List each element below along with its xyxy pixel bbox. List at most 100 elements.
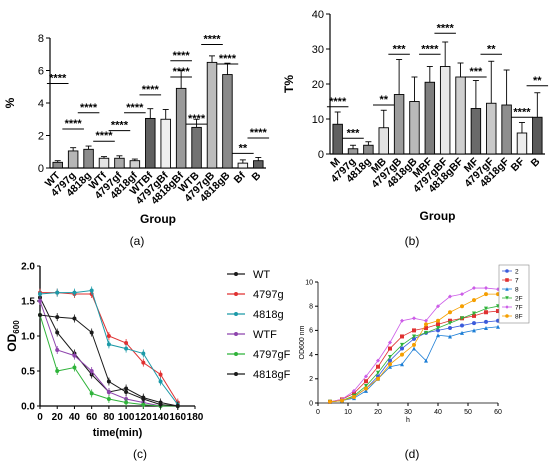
panel-a-y-axis-label: % bbox=[3, 97, 17, 108]
panel-c-y-tick-label: 0.0 bbox=[21, 401, 35, 412]
panel-d-data-point bbox=[400, 362, 404, 367]
panel-a-x-tick-label: B bbox=[250, 169, 264, 183]
panel-d-data-point bbox=[364, 384, 368, 389]
panel-d-data-point bbox=[460, 304, 464, 309]
panel-d-data-point bbox=[436, 304, 440, 309]
panel-b-significance-label: ** bbox=[487, 43, 496, 55]
panel-b-y-tick-label: 30 bbox=[312, 44, 324, 56]
panel-a-bar bbox=[98, 157, 110, 169]
panel-d-legend-marker bbox=[505, 278, 509, 282]
panel-d-data-point bbox=[436, 328, 440, 333]
panel-d-data-point bbox=[460, 330, 464, 335]
panel-d-data-point bbox=[412, 316, 416, 321]
panel-d-data-point bbox=[436, 318, 440, 323]
panel-d-legend-label: 7F bbox=[515, 305, 523, 312]
panel-d-data-point bbox=[472, 313, 476, 318]
panel-d-data-point bbox=[460, 292, 464, 297]
panel-d-data-point bbox=[388, 358, 392, 363]
panel-c-y-tick-label: 1.5 bbox=[21, 296, 35, 307]
panel-d-data-point bbox=[388, 355, 392, 360]
panel-b-bar bbox=[532, 116, 543, 155]
panel-d-legend-box bbox=[498, 264, 530, 324]
panel-a-bar bbox=[83, 148, 94, 169]
panel-d-data-point bbox=[460, 323, 464, 328]
panel-d-data-point bbox=[424, 358, 428, 363]
panel-d-data-point bbox=[364, 379, 368, 384]
panel-a-significance-label: ** bbox=[239, 142, 248, 154]
panel-c-y-tick-label: 0.5 bbox=[21, 366, 35, 377]
panel-b-bar bbox=[347, 148, 359, 155]
panel-b-bar bbox=[501, 104, 512, 155]
panel-d-data-point bbox=[388, 346, 392, 351]
panel-d-legend-marker bbox=[505, 305, 509, 309]
panel-b-y-tick-label: 10 bbox=[312, 114, 324, 126]
panel-d-data-point bbox=[388, 364, 392, 369]
panel-a-bar bbox=[114, 157, 125, 169]
panel-c-x-tick-label: 100 bbox=[118, 412, 135, 423]
panel-a-significance-label: **** bbox=[126, 102, 144, 114]
panel-b-bar bbox=[363, 144, 374, 155]
panel-a-bar bbox=[237, 162, 249, 169]
panel-d-data-point bbox=[424, 330, 428, 335]
panel-a-significance-label: **** bbox=[173, 66, 191, 78]
panel-d-data-point bbox=[460, 316, 464, 321]
panel-d-data-point bbox=[352, 394, 356, 399]
panel-b-bar bbox=[470, 108, 482, 155]
panel-d-data-point bbox=[496, 324, 500, 329]
panel-d-legend-label: 8F bbox=[515, 314, 523, 321]
panel-d-data-point bbox=[412, 334, 416, 339]
panel-d-data-point bbox=[424, 318, 428, 323]
panel-a-significance-label: **** bbox=[188, 113, 206, 125]
panel-c-y-tick-label: 1.0 bbox=[21, 331, 35, 342]
panel-d-data-point bbox=[448, 294, 452, 299]
panel-d-x-tick-label: 0 bbox=[316, 409, 320, 416]
panel-d-data-point bbox=[448, 318, 452, 323]
panel-c-legend-marker bbox=[234, 312, 238, 316]
panel-c-y-axis-label: OD600 bbox=[5, 320, 21, 352]
panel-d-data-point bbox=[472, 328, 476, 333]
panel-b-significance-label: *** bbox=[393, 43, 407, 55]
panel-b-bar bbox=[378, 127, 389, 155]
panel-a-y-tick-label: 2 bbox=[38, 131, 44, 143]
panel-a-bar bbox=[160, 118, 171, 169]
panel-d-data-point bbox=[376, 358, 380, 363]
panel-a-significance-label: **** bbox=[203, 34, 221, 46]
panel-d-x-axis-label: h bbox=[406, 417, 410, 424]
panel-d-x-tick-label: 60 bbox=[494, 409, 502, 416]
panel-a-significance-label: **** bbox=[65, 118, 83, 130]
panel-label-d: (d) bbox=[405, 447, 420, 461]
panel-a-significance-label: **** bbox=[49, 73, 67, 85]
panel-d-data-point bbox=[448, 310, 452, 315]
panel-c-x-tick-label: 40 bbox=[69, 412, 81, 423]
panel-b-bar bbox=[516, 132, 528, 155]
panel-c-legend-marker bbox=[234, 372, 238, 376]
panel-c-x-tick-label: 160 bbox=[169, 412, 186, 423]
panel-b-significance-label: **** bbox=[513, 106, 531, 118]
panel-b-significance-label: ** bbox=[379, 94, 388, 106]
panel-d-data-point bbox=[424, 322, 428, 327]
panel-a-bar bbox=[191, 126, 202, 169]
panel-a-bar bbox=[145, 117, 156, 169]
panel-label-a: (a) bbox=[130, 234, 145, 248]
panel-c-legend-label: 4797gF bbox=[253, 349, 291, 361]
panel-d-data-point bbox=[484, 325, 488, 330]
panel-d-data-point bbox=[364, 388, 368, 393]
panel-c-x-axis-label: time(min) bbox=[93, 427, 143, 439]
panel-d-data-point bbox=[412, 336, 416, 341]
panel-d-chart: 0 10 20 30 40 50 60 0 2 4 6 8 10 OD600 nm h 2 7 8 2F 7F 8F bbox=[299, 264, 530, 424]
panel-label-b: (b) bbox=[405, 234, 420, 248]
panel-b-bar bbox=[439, 66, 451, 155]
panel-d-data-point bbox=[340, 398, 344, 403]
panel-a-significance-label: **** bbox=[219, 53, 237, 65]
panel-a-significance-label: **** bbox=[111, 120, 129, 132]
panel-d-data-point bbox=[496, 309, 500, 314]
panel-c-x-tick-label: 140 bbox=[152, 412, 169, 423]
panel-c-legend-label: 4797g bbox=[253, 289, 284, 301]
panel-b-bar bbox=[424, 81, 436, 155]
panel-d-data-point bbox=[400, 346, 404, 351]
panel-c-legend-label: 4818g bbox=[253, 309, 284, 321]
panel-d-data-point bbox=[376, 370, 380, 375]
panel-c-legend-marker bbox=[234, 332, 238, 336]
panel-a-significance-label: **** bbox=[142, 84, 160, 96]
panel-d-data-point bbox=[376, 376, 380, 381]
